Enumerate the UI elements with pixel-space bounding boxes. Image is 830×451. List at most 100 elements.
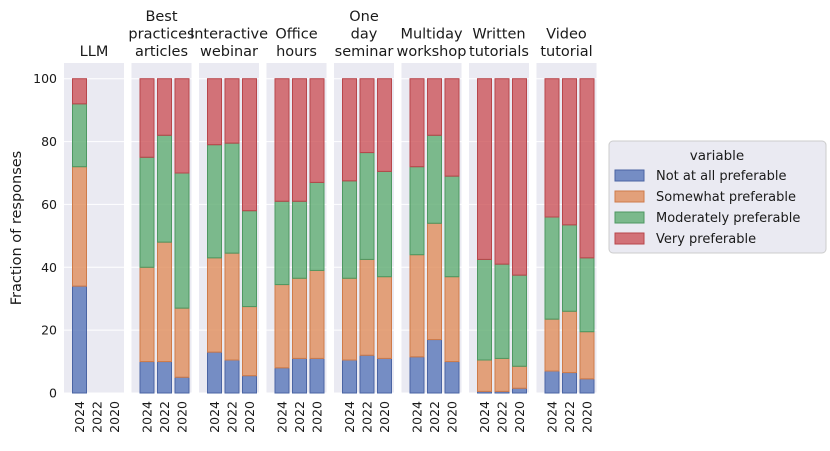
bar-segment [157, 78, 172, 136]
bar-segment [224, 142, 240, 254]
bar-segment [174, 307, 190, 378]
legend-swatch [614, 190, 645, 203]
bar-segment [274, 200, 290, 286]
legend-item: Not at all preferable [614, 169, 786, 184]
bar-segment [494, 78, 510, 265]
x-tick-label: 2020 [107, 401, 122, 433]
y-axis-label: Fraction of responses [9, 151, 25, 306]
bar-segment [409, 78, 425, 168]
bar-segment [359, 354, 375, 394]
bar-segment [359, 258, 375, 356]
x-tick-label: 2020 [242, 401, 257, 433]
x-tick-label: 2024 [410, 401, 425, 433]
bar-segment [157, 361, 172, 394]
bar-segment [342, 359, 357, 394]
facet-panel: LLM 2024 2022 2020 [64, 44, 124, 433]
facet-title: tutorials [469, 44, 529, 60]
bar-segment [494, 263, 510, 359]
facet-title: practices [128, 27, 194, 43]
legend-swatch [614, 232, 645, 245]
x-tick-label: 2024 [342, 401, 357, 433]
x-tick-label: 2022 [360, 401, 375, 433]
bar-segment [72, 285, 87, 394]
bar-segment [409, 254, 425, 358]
x-tick-label: 2022 [292, 401, 307, 433]
legend: variable Not at all preferable Somewhat p… [608, 140, 827, 254]
bar-segment [579, 257, 595, 333]
x-tick-label: 2022 [562, 401, 577, 433]
bar-segment [512, 365, 527, 389]
bar-segment [292, 357, 307, 394]
bar-segment [292, 78, 307, 202]
bar-segment [139, 78, 155, 158]
bar-segment [562, 310, 577, 374]
legend-label: Very preferable [656, 232, 756, 247]
bar-segment [427, 339, 442, 394]
y-tick-label: 20 [41, 323, 57, 338]
facet-title: Best [145, 9, 177, 25]
facet-title: LLM [80, 44, 109, 60]
bar-segment [309, 357, 325, 394]
bar-segment [377, 357, 392, 394]
x-tick-label: 2022 [157, 401, 172, 433]
facet-title: Video [546, 27, 587, 43]
bar-segment [242, 210, 257, 308]
facet-title: webinar [200, 44, 258, 60]
x-tick-label: 2020 [445, 401, 460, 433]
bar-segment [157, 134, 172, 243]
x-tick-label: 2024 [477, 401, 492, 433]
x-tick-label: 2024 [72, 401, 87, 433]
legend-item: Very preferable [614, 232, 756, 247]
bar-segment [224, 359, 240, 394]
legend-label: Moderately preferable [656, 211, 800, 226]
facet-title: Written [472, 27, 525, 43]
legend-title: variable [690, 148, 744, 164]
facet-title: Multiday [400, 27, 463, 43]
bar-segment [544, 370, 560, 394]
legend-swatch [614, 211, 645, 224]
bar-segment [224, 252, 240, 361]
facet-title: workshop [397, 44, 467, 60]
bar-segment [494, 357, 510, 392]
y-tick-label: 100 [33, 71, 57, 86]
bar-segment [207, 257, 222, 353]
bar-segment [224, 78, 240, 144]
x-tick-label: 2022 [90, 401, 105, 433]
bar-segment [579, 378, 595, 394]
bar-segment [444, 276, 460, 363]
bar-segment [544, 216, 560, 320]
y-tick-label: 80 [41, 134, 57, 149]
legend-items: Not at all preferable Somewhat preferable… [614, 169, 800, 247]
bar-segment [342, 78, 357, 182]
legend-swatch [614, 169, 645, 182]
bar-segment [342, 277, 357, 361]
bar-segment [427, 134, 442, 224]
bar-segment [139, 361, 155, 394]
bar-segment [512, 274, 527, 367]
bar-segment [377, 78, 392, 172]
bar-segment [427, 222, 442, 341]
bar-segment [342, 180, 357, 279]
facet-title: Office [275, 27, 317, 43]
bar-segment [512, 78, 527, 276]
x-tick-label: 2024 [545, 401, 560, 433]
bar-segment [477, 359, 492, 392]
bar-segment [427, 78, 442, 136]
legend-box [608, 140, 827, 254]
bar-segment [477, 78, 492, 260]
bar-segment [157, 241, 172, 363]
legend-item: Somewhat preferable [614, 190, 796, 205]
x-tick-label: 2020 [377, 401, 392, 433]
bar-segment [579, 78, 595, 259]
x-tick-label: 2020 [512, 401, 527, 433]
bar-segment [544, 318, 560, 372]
x-tick-label: 2022 [427, 401, 442, 433]
bar-segment [242, 306, 257, 377]
bar-segment [292, 200, 307, 279]
